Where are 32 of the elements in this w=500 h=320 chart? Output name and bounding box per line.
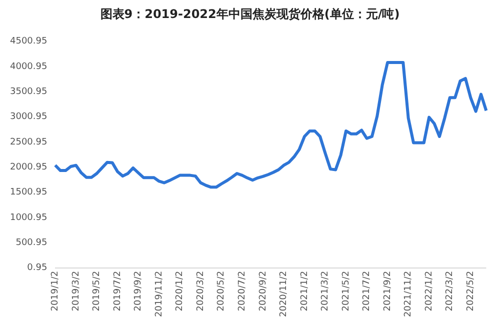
y-tick-label: 4500.95 — [10, 36, 48, 47]
x-tick-label: 2020/3/2 — [196, 270, 206, 312]
x-tick-label: 2022/5/2 — [466, 270, 476, 312]
x-tick-label: 2019/3/2 — [71, 270, 82, 312]
x-tick-label: 2019/9/2 — [134, 270, 144, 312]
y-tick-label: 1000.95 — [10, 212, 48, 223]
x-tick-label: 2021/7/2 — [362, 270, 372, 312]
x-tick-label: 2019/5/2 — [92, 270, 102, 312]
y-tick-label: 2500.95 — [10, 137, 48, 148]
x-tick-label: 2020/5/2 — [216, 270, 227, 312]
y-tick-label: 2000.95 — [10, 162, 48, 173]
x-tick-label: 2021/9/2 — [382, 270, 393, 312]
x-tick-label: 2020/7/2 — [237, 270, 248, 312]
x-tick-label: 2020/9/2 — [258, 270, 268, 312]
x-tick-label: 2021/11/2 — [404, 270, 414, 318]
x-tick-label: 2020/11/2 — [279, 270, 290, 318]
x-tick-label: 2021/3/2 — [320, 270, 331, 312]
x-tick-label: 2019/1/2 — [50, 270, 61, 312]
y-tick-label: 500.95 — [16, 238, 48, 248]
x-tick-label: 2021/1/2 — [300, 270, 310, 312]
x-tick-label: 2022/1/2 — [424, 270, 434, 312]
chart-title: 图表9：2019-2022年中国焦炭现货价格(单位：元/吨) — [99, 6, 401, 23]
x-tick-label: 2019/11/2 — [154, 270, 164, 318]
x-tick-label: 2022/3/2 — [445, 270, 456, 312]
x-tick-label: 2019/7/2 — [112, 270, 123, 312]
x-tick-label: 2020/1/2 — [175, 270, 186, 312]
y-tick-label: 3500.95 — [10, 87, 48, 98]
y-tick-label: 0.95 — [27, 263, 48, 274]
y-tick-label: 1500.95 — [10, 188, 48, 198]
y-tick-label: 4000.95 — [10, 62, 48, 72]
x-tick-label: 2021/5/2 — [341, 270, 352, 312]
y-tick-label: 3000.95 — [10, 112, 48, 122]
